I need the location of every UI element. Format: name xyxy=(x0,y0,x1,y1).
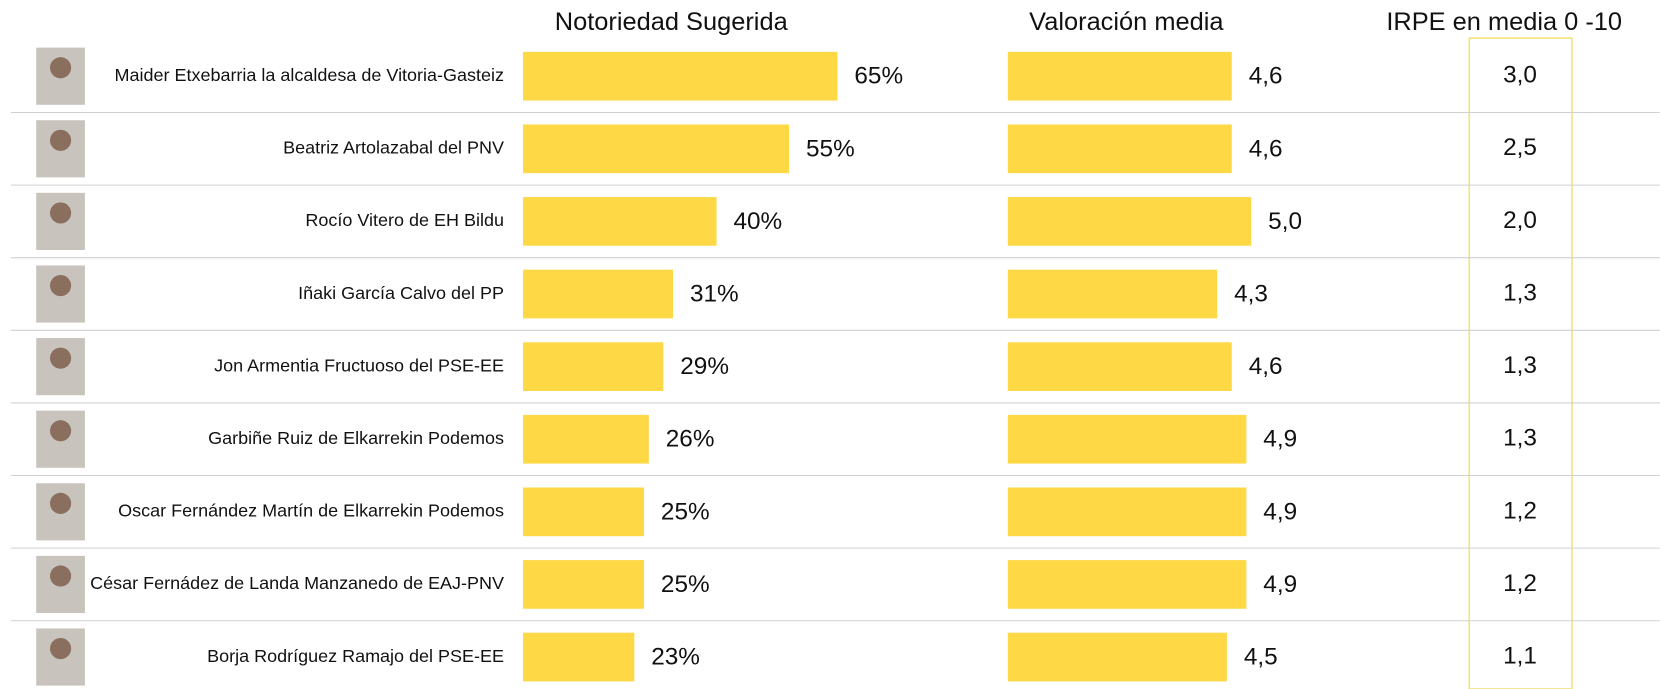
candidate-name: Iñaki García Calvo del PP xyxy=(298,283,504,303)
candidate-name: Beatriz Artolazabal del PNV xyxy=(283,138,504,158)
column-header: Valoración media xyxy=(1029,8,1224,36)
value-label: 4,9 xyxy=(1263,426,1297,453)
photo-head xyxy=(50,130,71,151)
bar xyxy=(1008,487,1247,536)
bar xyxy=(523,560,644,609)
irpe-value: 3,0 xyxy=(1503,62,1537,89)
bar xyxy=(1008,197,1251,246)
irpe-value: 1,3 xyxy=(1503,352,1537,379)
value-label: 29% xyxy=(680,353,729,380)
candidate-name: Rocío Vitero de EH Bildu xyxy=(305,210,504,230)
photo-head xyxy=(50,348,71,369)
page: {"chart_data": {"type": "bar", "categori… xyxy=(0,0,1660,689)
value-label: 4,9 xyxy=(1263,571,1297,598)
photo-head xyxy=(50,638,71,659)
bar xyxy=(523,415,649,464)
column-header: Notoriedad Sugerida xyxy=(555,8,789,36)
bar xyxy=(523,197,716,246)
value-label: 65% xyxy=(854,63,903,90)
irpe-value: 2,5 xyxy=(1503,134,1537,161)
bar xyxy=(523,633,634,682)
bar xyxy=(523,52,837,101)
bar xyxy=(1008,342,1232,391)
value-label: 55% xyxy=(806,135,855,162)
value-label: 25% xyxy=(661,571,710,598)
value-label: 4,6 xyxy=(1249,353,1283,380)
photo-head xyxy=(50,565,71,586)
bar xyxy=(523,487,644,536)
photo-head xyxy=(50,202,71,223)
bar xyxy=(1008,560,1247,609)
value-label: 4,9 xyxy=(1263,498,1297,525)
bar xyxy=(1008,270,1217,319)
value-label: 23% xyxy=(651,644,700,671)
value-label: 26% xyxy=(666,426,715,453)
chart: Notoriedad Sugerida Valoración media IRPE … xyxy=(0,0,1660,689)
candidate-name: Oscar Fernández Martín de Elkarrekin Pod… xyxy=(118,501,504,521)
value-label: 4,6 xyxy=(1249,63,1283,90)
bar xyxy=(523,124,789,173)
column-header: IRPE en media 0 -10 xyxy=(1386,8,1622,36)
bar xyxy=(1008,415,1247,464)
bar xyxy=(1008,52,1232,101)
irpe-value: 2,0 xyxy=(1503,207,1537,234)
photo-head xyxy=(50,420,71,441)
irpe-value: 1,2 xyxy=(1503,570,1537,597)
candidate-name: César Fernádez de Landa Manzanedo de EAJ… xyxy=(90,573,504,593)
irpe-value: 1,2 xyxy=(1503,497,1537,524)
candidate-name: Maider Etxebarria la alcaldesa de Vitori… xyxy=(114,65,504,85)
bar xyxy=(1008,633,1227,682)
photo-head xyxy=(50,275,71,296)
bar xyxy=(1008,124,1232,173)
candidate-name: Garbiñe Ruiz de Elkarrekin Podemos xyxy=(208,428,504,448)
candidate-name: Borja Rodríguez Ramajo del PSE-EE xyxy=(207,646,504,666)
value-label: 5,0 xyxy=(1268,208,1302,235)
value-label: 31% xyxy=(690,280,739,307)
photo-head xyxy=(50,57,71,78)
bar xyxy=(523,270,673,319)
irpe-value: 1,1 xyxy=(1503,642,1537,669)
bar xyxy=(523,342,663,391)
value-label: 40% xyxy=(733,208,782,235)
value-label: 4,5 xyxy=(1244,644,1278,671)
value-label: 4,3 xyxy=(1234,280,1268,307)
photo-head xyxy=(50,493,71,514)
irpe-value: 1,3 xyxy=(1503,425,1537,452)
value-label: 4,6 xyxy=(1249,135,1283,162)
value-label: 25% xyxy=(661,498,710,525)
candidate-name: Jon Armentia Fructuoso del PSE-EE xyxy=(214,355,504,375)
irpe-value: 1,3 xyxy=(1503,279,1537,306)
